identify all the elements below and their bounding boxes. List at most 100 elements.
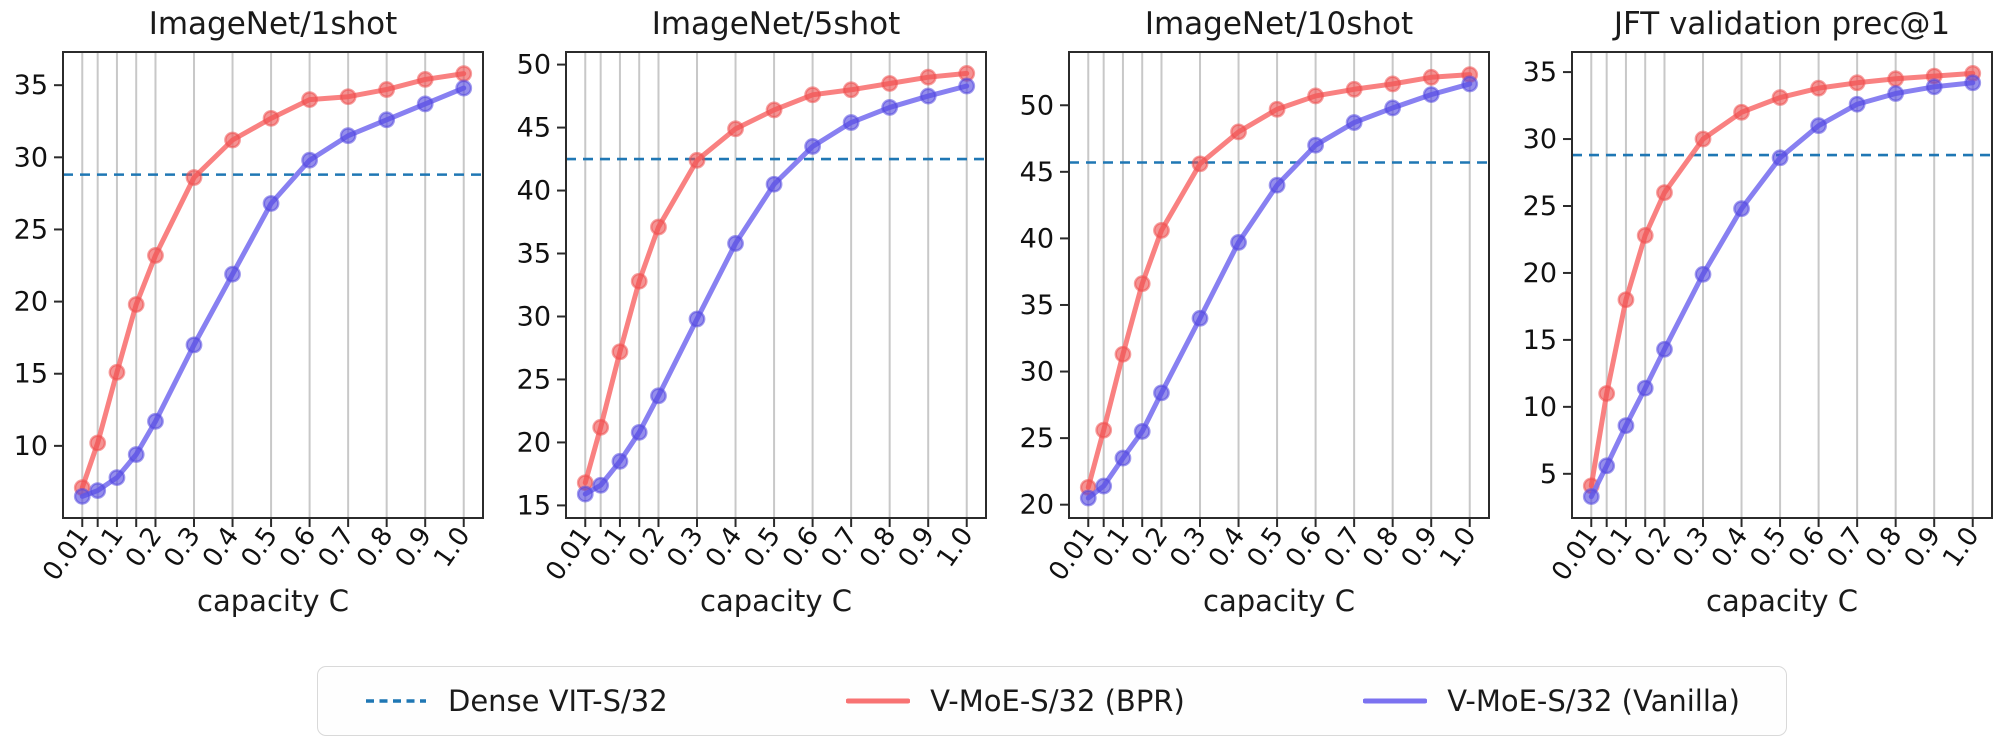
y-tick-label: 30 — [1523, 124, 1557, 155]
data-point — [1810, 79, 1828, 97]
data-point — [1422, 68, 1440, 86]
data-point — [262, 109, 280, 127]
data-point — [881, 75, 899, 92]
data-point — [1230, 123, 1247, 141]
data-point — [1617, 417, 1635, 435]
x-tick-label: 0.2 — [1629, 522, 1677, 573]
y-tick-label: 20 — [1523, 258, 1557, 289]
y-tick-label: 30 — [1020, 357, 1054, 388]
y-tick-label: 15 — [1523, 325, 1557, 356]
data-point — [378, 81, 396, 98]
x-tick-label: 0.6 — [274, 522, 322, 573]
y-tick-label: 25 — [1020, 423, 1054, 454]
data-point — [1887, 85, 1905, 102]
x-tick-label: 0.1 — [584, 522, 632, 573]
data-point — [416, 71, 434, 88]
data-point — [1191, 309, 1209, 327]
y-tick-label: 45 — [1020, 157, 1054, 188]
data-point — [1925, 78, 1943, 96]
data-point — [727, 235, 744, 252]
data-point — [1656, 184, 1673, 202]
data-point — [1114, 449, 1132, 467]
data-point — [89, 434, 107, 452]
data-point — [1771, 149, 1789, 167]
series-bpr-markers — [1582, 65, 1982, 495]
x-tick-label: 0.6 — [1280, 522, 1328, 573]
red-line-sample-icon — [846, 698, 911, 704]
x-tick-label: 0.1 — [1087, 522, 1135, 573]
subplot-2-title: ImageNet/5shot — [651, 6, 901, 42]
data-point — [650, 387, 667, 405]
axes-frame — [1571, 51, 1993, 519]
data-point — [688, 151, 706, 169]
data-point — [1230, 233, 1247, 251]
data-point — [1153, 222, 1170, 239]
data-point — [1461, 75, 1479, 93]
data-point — [1582, 488, 1600, 505]
x-tick-label: 0.6 — [1783, 522, 1831, 573]
data-point — [1307, 136, 1325, 154]
data-point — [611, 343, 629, 361]
data-point — [416, 95, 434, 113]
data-point — [919, 87, 937, 105]
data-point — [1095, 477, 1113, 495]
subplot-1-xlabel: capacity C — [197, 584, 349, 618]
data-point — [1656, 340, 1673, 358]
x-tick-label: 0.3 — [158, 522, 206, 573]
data-point — [1848, 95, 1866, 113]
data-point — [1095, 421, 1113, 439]
data-point — [455, 65, 473, 83]
y-tick-label: 5 — [1540, 459, 1557, 490]
figure-legend: Dense VIT-S/32 V-MoE-S/32 (BPR) V-MoE-S/… — [317, 666, 1787, 736]
y-tick-label: 20 — [1020, 490, 1054, 521]
data-point — [127, 296, 145, 313]
data-point — [455, 79, 473, 97]
y-tick-label: 30 — [14, 142, 48, 173]
data-point — [727, 120, 744, 138]
data-point — [1848, 74, 1866, 92]
series-vanilla-markers — [1079, 75, 1479, 507]
x-tick-label: 0.4 — [1706, 522, 1754, 573]
x-tick-label: 0.5 — [1242, 522, 1290, 573]
x-tick-label: 0.3 — [1667, 522, 1715, 573]
x-tick-label: 0.5 — [1745, 522, 1793, 573]
data-point — [592, 476, 610, 494]
subplot-1-title: ImageNet/1shot — [148, 6, 398, 42]
dashed-line-sample-icon — [366, 699, 426, 703]
data-point — [339, 88, 357, 106]
subplot-3-xlabel: capacity C — [1203, 584, 1355, 618]
x-tick-label: 0.3 — [1164, 522, 1212, 573]
x-tick-label: 0.2 — [623, 522, 671, 573]
x-tick-label: 0.1 — [81, 522, 129, 573]
x-tick-label: 0.3 — [661, 522, 709, 573]
data-point — [224, 265, 241, 283]
data-point — [1771, 89, 1789, 106]
series-bpr-markers — [1079, 66, 1479, 496]
data-point — [576, 485, 594, 503]
data-point — [842, 114, 860, 131]
data-point — [1133, 423, 1151, 440]
y-tick-label: 50 — [517, 50, 551, 81]
data-point — [301, 151, 319, 169]
series-vanilla-line — [1588, 80, 1976, 500]
data-point — [1191, 155, 1209, 173]
plots-svg: 0.010.10.20.30.40.50.60.70.80.91.0101520… — [14, 50, 1993, 586]
y-tick-label: 15 — [517, 490, 551, 521]
subplot-4-xlabel: capacity C — [1706, 584, 1858, 618]
y-tick-label: 50 — [1020, 90, 1054, 121]
data-point — [1636, 379, 1654, 397]
x-tick-label: 0.8 — [351, 522, 399, 573]
violet-line-sample-icon — [1363, 698, 1428, 704]
subplot-4: 0.010.10.20.30.40.50.60.70.80.91.0510152… — [1523, 51, 1993, 586]
x-tick-label: 0.9 — [1899, 522, 1947, 573]
y-tick-label: 30 — [517, 301, 551, 332]
data-point — [262, 195, 280, 212]
x-tick-label: 1.0 — [428, 522, 476, 573]
data-point — [919, 68, 937, 86]
legend-item-bpr: V-MoE-S/32 (BPR) — [846, 684, 1185, 718]
data-point — [1268, 100, 1286, 118]
data-point — [1422, 86, 1440, 104]
data-point — [804, 138, 822, 155]
data-point — [89, 482, 107, 499]
